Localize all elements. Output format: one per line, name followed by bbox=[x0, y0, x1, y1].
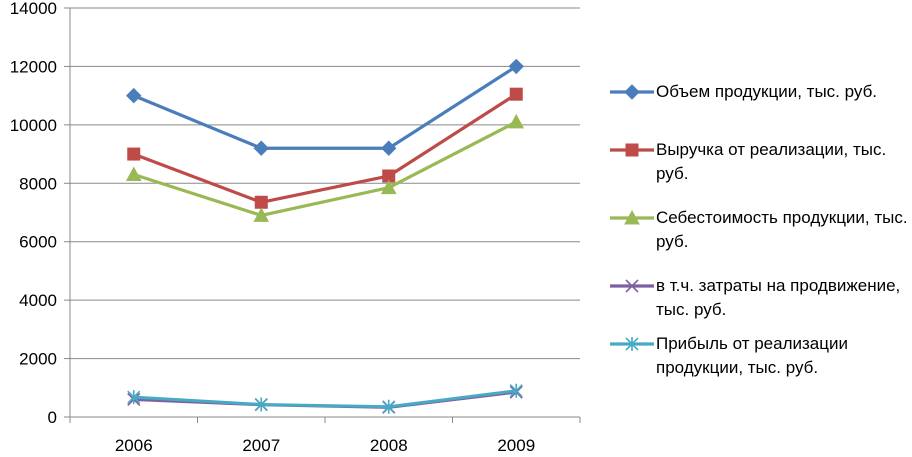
data-point bbox=[509, 87, 523, 101]
series-line bbox=[133, 389, 517, 409]
y-tick-label: 6000 bbox=[19, 233, 57, 252]
data-point bbox=[126, 87, 142, 104]
y-tick-label: 4000 bbox=[19, 291, 57, 310]
series-line bbox=[133, 120, 517, 218]
legend-item: в т.ч. затраты на продвижение, тыс. руб. bbox=[610, 274, 910, 322]
legend-label: Прибыль от реализации продукции, тыс. ру… bbox=[656, 334, 848, 377]
data-point bbox=[125, 166, 142, 182]
data-point bbox=[382, 399, 396, 414]
data-point bbox=[624, 84, 640, 100]
data-point bbox=[254, 195, 268, 209]
data-point bbox=[509, 383, 523, 398]
x-tick-label: 2007 bbox=[242, 436, 280, 455]
x-axis-ticks: 2006 2007 2008 2009 bbox=[115, 436, 535, 455]
y-axis-ticks: 0 2000 4000 6000 8000 10000 12000 14000 bbox=[10, 0, 57, 427]
series-2 bbox=[127, 87, 523, 209]
data-point bbox=[253, 140, 269, 156]
legend-swatch bbox=[610, 337, 654, 351]
data-point bbox=[254, 397, 268, 412]
x-tick-label: 2006 bbox=[115, 436, 153, 455]
x-tick-label: 2009 bbox=[497, 436, 535, 455]
series-line bbox=[133, 65, 518, 150]
data-point bbox=[624, 209, 640, 225]
data-point bbox=[508, 58, 524, 75]
legend-label: Объем продукции, тыс. руб. bbox=[656, 82, 878, 101]
y-tick-label: 8000 bbox=[19, 174, 57, 193]
data-point bbox=[127, 147, 141, 161]
legend-swatch bbox=[610, 143, 654, 157]
legend-item: Прибыль от реализации продукции, тыс. ру… bbox=[610, 332, 910, 380]
series-line bbox=[133, 92, 518, 204]
legend-item: Выручка от реализации, тыс. руб. bbox=[610, 138, 910, 186]
legend-item: Себестоимость продукции, тыс. руб. bbox=[610, 206, 910, 254]
gridlines bbox=[70, 7, 580, 360]
series-3 bbox=[125, 113, 525, 222]
data-point bbox=[625, 143, 639, 157]
x-tick-label: 2008 bbox=[370, 436, 408, 455]
y-tick-label: 12000 bbox=[10, 57, 57, 76]
legend-swatch bbox=[610, 209, 654, 225]
legend-label: Себестоимость продукции, тыс. руб. bbox=[656, 208, 908, 251]
y-tick-label: 10000 bbox=[10, 116, 57, 135]
data-point bbox=[508, 113, 525, 129]
data-point bbox=[253, 207, 270, 222]
data-point bbox=[127, 390, 141, 405]
series-1 bbox=[126, 58, 524, 156]
y-tick-label: 14000 bbox=[10, 0, 57, 18]
data-point bbox=[625, 279, 639, 293]
axes bbox=[64, 7, 581, 423]
legend-swatch bbox=[610, 84, 654, 100]
series-5 bbox=[127, 383, 523, 414]
legend-item: Объем продукции, тыс. руб. bbox=[610, 80, 910, 104]
y-tick-label: 2000 bbox=[19, 350, 57, 369]
legend-swatch bbox=[610, 279, 654, 293]
y-tick-label: 0 bbox=[48, 408, 57, 427]
data-point bbox=[625, 337, 639, 351]
data-point bbox=[380, 179, 397, 195]
legend-label: Выручка от реализации, тыс. руб. bbox=[656, 140, 887, 183]
data-point bbox=[381, 140, 397, 156]
legend-label: в т.ч. затраты на продвижение, тыс. руб. bbox=[656, 276, 901, 319]
series-group bbox=[125, 58, 525, 414]
